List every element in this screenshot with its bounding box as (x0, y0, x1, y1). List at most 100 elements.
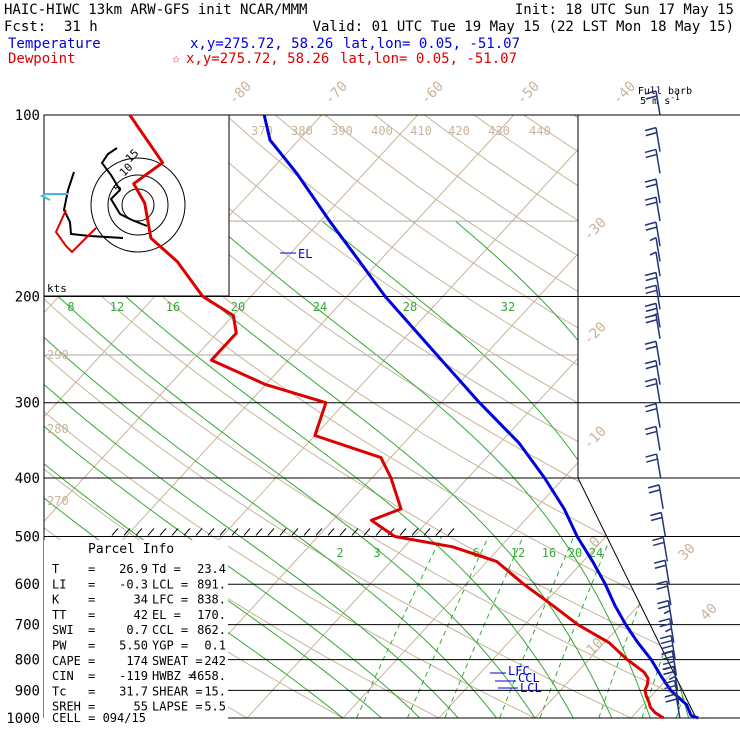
wind-barb-flag (662, 655, 674, 661)
parcel-val-1: -119 (119, 669, 148, 683)
wind-barb-shaft (655, 178, 661, 204)
mixing-ratio-label: 32 (501, 300, 515, 314)
hodograph-box (43, 114, 230, 297)
wind-barb-flag (645, 319, 657, 324)
legend-dewpoint: Dewpoint (8, 51, 75, 67)
wind-barb-flag (644, 271, 657, 277)
freezing-tick (399, 528, 407, 536)
parcel-key-2: CCL = (152, 623, 188, 637)
barb-key-line2: 5 m s-1 (640, 93, 680, 107)
temperature-label: -40 (610, 79, 639, 108)
wind-barb-flag (645, 276, 657, 282)
wind-barb-flag (644, 148, 657, 154)
wind-barb-flag (645, 153, 657, 159)
wind-barb-flag (648, 489, 661, 494)
wind-barb-flag (645, 430, 657, 436)
temperature-label: -50 (514, 79, 543, 108)
pressure-label: 600 (15, 577, 40, 593)
temperature-label: 40 (698, 601, 721, 624)
freezing-tick (351, 528, 359, 536)
dry-adiabat (622, 115, 696, 718)
freezing-tick (327, 528, 335, 536)
wind-barb-shaft (655, 197, 661, 222)
parcel-val-1: 42 (134, 608, 148, 622)
wind-barb-flag (644, 314, 657, 319)
wind-barb-flag (653, 559, 666, 564)
parcel-key-2: LAPSE = (152, 700, 203, 714)
pressure-label: 700 (15, 618, 40, 634)
wind-barb-flag (649, 251, 657, 256)
wind-barb-flag (657, 599, 669, 605)
freezing-tick (171, 528, 179, 536)
theta-label: 280 (47, 422, 69, 436)
wind-barb-flag (664, 684, 676, 690)
parcel-val-1: 5.50 (119, 639, 148, 653)
frame-slant (577, 477, 697, 719)
mixing-ratio-label: 20 (568, 546, 582, 560)
wind-barb-shaft (655, 341, 661, 366)
freezing-tick (111, 528, 119, 536)
parcel-key-1: PW (52, 639, 67, 653)
wind-barb-flag (661, 644, 673, 650)
freezing-tick (231, 528, 239, 536)
parcel-info-title: Parcel Info (88, 542, 174, 557)
parcel-eq-1: = (88, 639, 95, 653)
mixing-ratio-label: 28 (403, 300, 417, 314)
wind-barb-flag (644, 302, 657, 308)
hodograph-ring (107, 174, 169, 236)
level-label-el: EL (298, 247, 312, 261)
parcel-key-1: SWI (52, 623, 74, 637)
parcel-val-2: 4658. (190, 669, 226, 683)
parcel-key-1: SREH (52, 700, 81, 714)
mixing-ratio-line (356, 536, 442, 718)
freezing-tick (123, 528, 131, 536)
wind-barb-shaft (664, 560, 670, 585)
wind-barb-flag (665, 698, 677, 703)
wind-barb-shaft (655, 149, 661, 174)
parcel-val-2: 0.1 (204, 639, 226, 653)
pressure-label: 1000 (6, 711, 40, 727)
mixing-ratio-label: 20 (231, 300, 245, 314)
header-fcst-label: Fcst: (4, 19, 46, 35)
moist-adiabat (46, 220, 574, 718)
parcel-eq-1: = (88, 577, 95, 591)
wind-barb-flag (645, 201, 657, 206)
wind-barbs (644, 90, 681, 719)
wind-barb-flag (659, 634, 672, 640)
wind-barb-flag (645, 364, 657, 370)
wind-barb-flag (659, 622, 671, 628)
parcel-val-2: 838. (197, 593, 226, 607)
parcel-eq-1: = (88, 684, 95, 698)
freezing-tick (339, 528, 347, 536)
parcel-info-rows: T = 26.9 Td = 23.4 LI = -0.3 LCL = 891. K = 34 LFC = 8… (52, 562, 226, 714)
parcel-key-2: SWEAT = (152, 654, 203, 668)
parcel-eq-1: = (88, 623, 95, 637)
wind-barb-flag (655, 580, 668, 585)
dry-adiabat (723, 115, 740, 718)
mixing-ratio-label: 16 (542, 546, 556, 560)
wind-barb-flag (644, 402, 657, 408)
wind-barb-flag (645, 382, 657, 388)
wind-barb-flag (645, 131, 657, 137)
level-label-lcl: LCL (520, 681, 542, 695)
wind-barb-flag (663, 609, 671, 615)
header-title: HAIC-HIWC 13km ARW-GFS init NCAR/MMM (4, 2, 307, 18)
header-fcst-value: 31 h (64, 19, 98, 35)
pressure-labels: 100 200 300 400 500 600 700 800 900 1000 (6, 108, 40, 727)
freezing-tick (267, 528, 275, 536)
freezing-tick (207, 528, 215, 536)
freezing-tick (447, 528, 455, 536)
hodograph-ring (90, 157, 186, 253)
temperature-label: -80 (226, 79, 255, 108)
wind-barb-flag (645, 345, 657, 350)
parcel-eq-1: = (88, 562, 95, 576)
pressure-label: 400 (15, 471, 40, 487)
parcel-eq-1: = (88, 700, 95, 714)
wind-barb-shaft (655, 90, 661, 116)
parcel-val-2: 170. (197, 608, 226, 622)
isotherm (727, 115, 740, 718)
parcel-key-1: T (52, 562, 59, 576)
wind-barb-flag (646, 458, 658, 463)
